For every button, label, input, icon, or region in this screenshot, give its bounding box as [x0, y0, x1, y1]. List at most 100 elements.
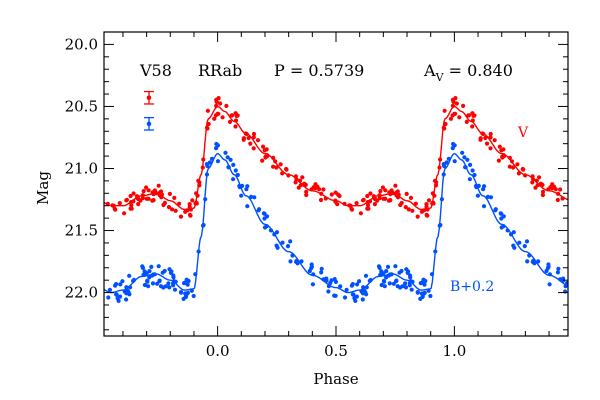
data-point	[261, 144, 266, 149]
header-amp-main: A	[423, 61, 436, 80]
data-point	[546, 264, 551, 269]
data-point	[218, 101, 223, 106]
data-point	[146, 196, 151, 201]
data-point	[497, 144, 502, 149]
data-point	[407, 283, 412, 288]
data-point	[205, 108, 210, 113]
data-point	[415, 290, 420, 295]
data-point	[163, 284, 168, 289]
data-point	[288, 239, 293, 244]
data-point	[301, 182, 306, 187]
data-point	[470, 118, 475, 123]
data-point	[118, 282, 123, 287]
x-axis-label: Phase	[313, 370, 358, 388]
header-amp-value: = 0.840	[444, 61, 513, 80]
data-point	[251, 135, 256, 140]
data-point	[367, 278, 372, 283]
data-point	[226, 165, 231, 170]
data-point	[233, 118, 239, 123]
data-point	[113, 207, 118, 212]
x-tick-label: 0.5	[324, 342, 348, 360]
data-point	[288, 259, 293, 264]
data-point	[376, 264, 382, 269]
data-point	[410, 208, 415, 213]
data-point	[319, 266, 324, 271]
data-point	[127, 273, 132, 278]
data-point	[313, 182, 318, 187]
data-point	[420, 280, 425, 285]
data-point	[171, 283, 176, 288]
data-point	[361, 197, 366, 202]
data-point	[442, 163, 447, 169]
data-point	[537, 175, 542, 180]
data-point	[426, 198, 432, 203]
data-point	[241, 137, 246, 142]
data-point	[433, 183, 439, 188]
data-point	[365, 206, 370, 211]
data-point	[462, 155, 467, 160]
data-layer	[104, 96, 568, 303]
data-point	[156, 183, 161, 188]
data-point	[476, 183, 481, 188]
data-point	[463, 165, 468, 170]
data-point	[304, 189, 309, 194]
data-point	[521, 167, 526, 172]
data-point	[347, 203, 352, 208]
data-point	[349, 283, 354, 288]
data-point	[205, 163, 210, 169]
data-point	[389, 272, 394, 277]
data-point	[505, 228, 510, 233]
y-tick-label: 22.0	[65, 284, 98, 302]
data-point	[131, 191, 136, 196]
data-point	[485, 194, 490, 199]
data-point	[183, 291, 188, 296]
header-type: RRab	[198, 61, 242, 80]
data-point	[395, 284, 400, 289]
data-point	[558, 277, 563, 282]
data-point	[162, 268, 167, 274]
data-point	[451, 141, 456, 147]
data-point	[404, 191, 409, 196]
data-point	[379, 269, 384, 274]
data-point	[373, 196, 378, 202]
data-point	[307, 268, 312, 274]
data-point	[444, 160, 449, 165]
data-point	[162, 200, 167, 206]
data-point	[146, 284, 151, 289]
data-point	[181, 296, 186, 301]
data-point	[196, 178, 201, 183]
data-point	[167, 191, 172, 196]
data-point	[353, 298, 358, 303]
data-point	[550, 182, 555, 187]
data-point	[116, 298, 121, 303]
data-point	[408, 195, 414, 200]
data-point	[517, 240, 522, 245]
data-point	[318, 197, 324, 203]
data-point	[394, 190, 399, 195]
data-point	[358, 211, 363, 216]
data-point	[395, 195, 401, 200]
data-point	[201, 157, 206, 162]
data-point	[196, 249, 201, 254]
data-point	[142, 269, 147, 274]
data-point	[170, 207, 175, 212]
data-point	[438, 157, 443, 162]
data-point	[150, 281, 156, 286]
data-point	[183, 280, 188, 285]
data-point	[442, 108, 447, 113]
data-point	[200, 165, 205, 170]
header-amp-sub: V	[435, 71, 445, 84]
data-point	[151, 198, 156, 203]
data-point	[113, 283, 118, 288]
data-point	[391, 281, 396, 286]
data-point	[145, 279, 150, 284]
data-point	[418, 296, 423, 301]
data-point	[107, 287, 112, 292]
data-point	[399, 200, 404, 206]
data-point	[297, 178, 303, 183]
data-point	[550, 186, 555, 191]
data-point	[150, 190, 155, 195]
data-point	[220, 115, 225, 120]
data-point	[333, 198, 338, 203]
data-point	[264, 224, 269, 229]
